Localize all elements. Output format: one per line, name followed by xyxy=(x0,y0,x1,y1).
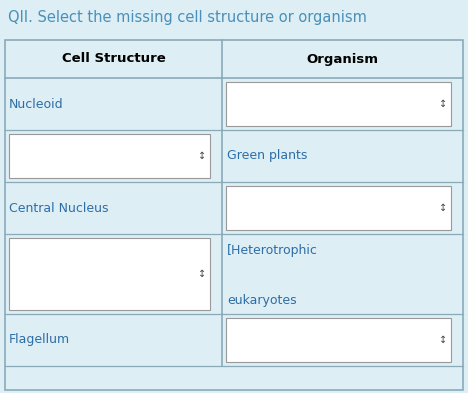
Text: Organism: Organism xyxy=(307,53,379,66)
Text: Cell Structure: Cell Structure xyxy=(62,53,165,66)
Text: ↕: ↕ xyxy=(198,269,206,279)
Bar xyxy=(226,82,451,126)
Bar xyxy=(9,134,210,178)
Bar xyxy=(226,318,451,362)
Text: ↕: ↕ xyxy=(439,99,447,109)
Text: Green plants: Green plants xyxy=(227,149,307,162)
Text: Flagellum: Flagellum xyxy=(9,334,70,347)
Bar xyxy=(5,40,463,390)
Bar xyxy=(5,40,463,390)
Text: ↕: ↕ xyxy=(439,203,447,213)
Text: Central Nucleus: Central Nucleus xyxy=(9,202,109,215)
Text: ↕: ↕ xyxy=(439,335,447,345)
Text: [Heterotrophic

eukaryotes: [Heterotrophic eukaryotes xyxy=(227,244,318,307)
Bar xyxy=(226,186,451,230)
Text: ↕: ↕ xyxy=(198,151,206,161)
Bar xyxy=(9,238,210,310)
Text: Nucleoid: Nucleoid xyxy=(9,97,64,110)
Text: QII. Select the missing cell structure or organism: QII. Select the missing cell structure o… xyxy=(8,10,367,25)
